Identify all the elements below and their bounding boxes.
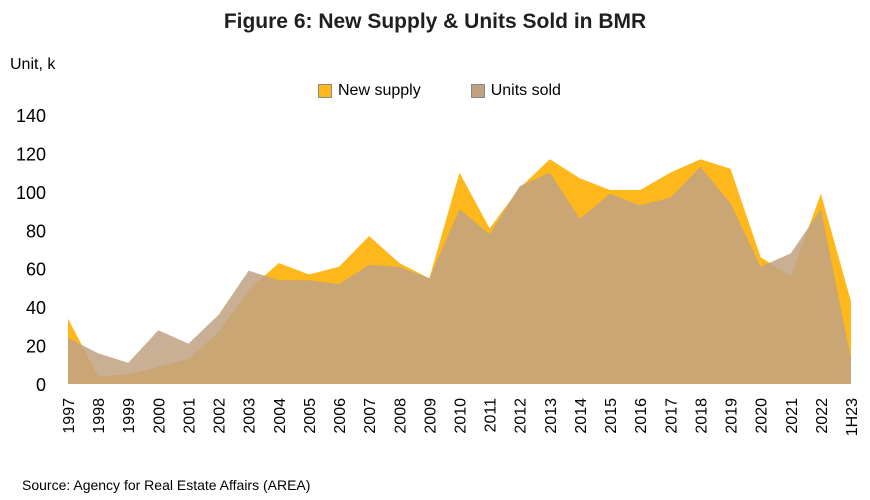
x-tick-label: 2009 [422, 398, 439, 434]
x-tick-label: 2004 [272, 398, 289, 434]
legend-swatch-units-sold [470, 84, 485, 98]
x-tick-label: 2002 [212, 398, 229, 434]
x-tick-label: 2003 [242, 398, 259, 434]
x-tick-label: 2012 [513, 398, 530, 434]
legend-label-units-sold: Units sold [490, 82, 561, 99]
x-tick-label: 2022 [814, 398, 831, 434]
y-tick-label: 0 [36, 375, 46, 395]
area-units-sold [68, 166, 851, 384]
x-tick-label: 2019 [724, 398, 741, 434]
legend-swatch-new-supply [318, 84, 332, 98]
x-tick-label: 2011 [483, 398, 500, 433]
x-tick-label: 2005 [302, 398, 319, 434]
x-tick-label: 2021 [784, 398, 801, 434]
legend-item-units-sold: Units sold [470, 82, 561, 100]
x-tick-label: 1998 [91, 398, 108, 434]
x-tick-label: 2001 [181, 398, 198, 434]
y-tick-label: 20 [26, 337, 46, 357]
x-tick-label: 1997 [61, 398, 78, 434]
legend-item-new-supply: New supply [318, 82, 421, 100]
legend: New supply Units sold [318, 82, 611, 100]
x-tick-label: 1999 [121, 398, 138, 434]
y-axis-unit-label: Unit, k [10, 56, 56, 73]
x-tick-label: 2018 [693, 398, 710, 434]
x-tick-label: 2006 [332, 398, 349, 434]
x-tick-label: 2013 [543, 398, 560, 434]
x-tick-label: 2014 [573, 398, 590, 434]
legend-label-new-supply: New supply [338, 82, 421, 99]
y-tick-label: 40 [26, 298, 46, 318]
x-tick-label: 2016 [633, 398, 650, 434]
y-tick-label: 60 [26, 260, 46, 280]
x-tick-label: 2015 [603, 398, 620, 434]
y-tick-label: 100 [16, 183, 46, 203]
x-tick-label: 2008 [392, 398, 409, 434]
y-tick-label: 140 [16, 106, 46, 126]
x-tick-label: 2017 [663, 398, 680, 434]
y-tick-label: 120 [16, 144, 46, 164]
chart-title: Figure 6: New Supply & Units Sold in BMR [223, 10, 647, 33]
x-tick-label: 1H23 [844, 398, 861, 436]
x-tick-label: 2007 [362, 398, 379, 434]
source-note: Source: Agency for Real Estate Affairs (… [22, 477, 311, 493]
y-tick-label: 80 [26, 221, 46, 241]
x-tick-label: 2010 [453, 398, 470, 434]
x-tick-label: 2000 [151, 398, 168, 434]
x-tick-label: 2020 [754, 398, 771, 434]
